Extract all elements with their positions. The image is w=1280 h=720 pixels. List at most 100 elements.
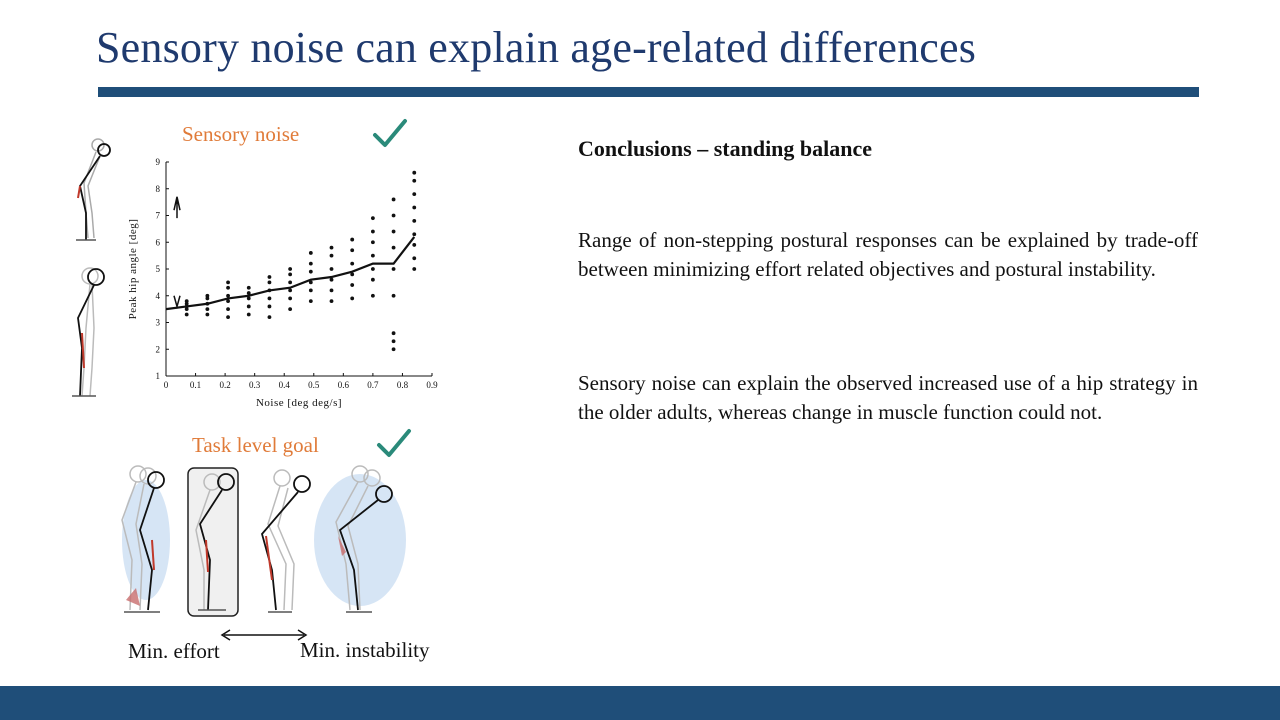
scatter-point bbox=[288, 307, 293, 312]
figure-min-effort bbox=[121, 465, 170, 613]
scatter-point bbox=[412, 218, 417, 223]
figure-intermediate bbox=[261, 469, 311, 613]
scatter-point bbox=[412, 205, 417, 210]
x-tick-label: 0.2 bbox=[219, 380, 230, 390]
scatter-point bbox=[391, 293, 396, 298]
y-tick-label: 3 bbox=[156, 318, 161, 328]
scatter-point bbox=[267, 280, 272, 285]
scatter-point bbox=[350, 283, 355, 287]
y-tick-label: 8 bbox=[156, 184, 161, 194]
scatter-point bbox=[246, 304, 251, 309]
mean-line bbox=[165, 236, 416, 311]
scatter-point bbox=[226, 299, 230, 303]
scatter-point bbox=[329, 267, 334, 271]
task-level-goal-label: Task level goal bbox=[192, 433, 319, 457]
check-icon bbox=[373, 119, 407, 147]
scatter-point bbox=[205, 307, 210, 312]
y-tick-label: 2 bbox=[156, 344, 161, 354]
title-underline-bar bbox=[98, 87, 1199, 97]
scatter-point bbox=[308, 261, 313, 266]
x-tick-label: 0.4 bbox=[279, 380, 291, 390]
conclusions-heading: Conclusions – standing balance bbox=[578, 136, 873, 161]
scatter-point bbox=[412, 267, 417, 271]
min-effort-label: Min. effort bbox=[128, 639, 220, 663]
y-axis-label: Peak hip angle [deg] bbox=[127, 219, 139, 320]
scatter-point bbox=[184, 307, 189, 312]
scatter-point bbox=[184, 301, 189, 306]
scatter-point bbox=[370, 293, 375, 298]
footer-bar bbox=[0, 686, 1280, 720]
x-axis-label: Noise [deg deg/s] bbox=[256, 397, 342, 409]
y-tick-label: 4 bbox=[156, 291, 161, 301]
scatter-point bbox=[267, 296, 272, 301]
y-tick-label: 6 bbox=[156, 237, 161, 247]
scatter-point bbox=[329, 277, 334, 282]
scatter-point bbox=[226, 307, 230, 312]
scatter-point bbox=[329, 288, 334, 293]
scatter-point bbox=[391, 245, 396, 250]
scatter-point bbox=[391, 347, 396, 352]
scatter-point bbox=[370, 216, 375, 221]
scatter-point bbox=[267, 275, 272, 279]
scatter-point bbox=[329, 245, 334, 250]
scatter-point bbox=[350, 261, 355, 266]
x-tick-label: 0.5 bbox=[308, 380, 320, 390]
scatter-point bbox=[288, 272, 293, 277]
scatter-point bbox=[246, 291, 251, 295]
posture-figures-top bbox=[72, 138, 111, 397]
figure-boxed bbox=[187, 467, 239, 617]
y-tick-label: 1 bbox=[156, 371, 161, 381]
scatter-point bbox=[308, 288, 313, 293]
conclusion-paragraph-1: Range of non-stepping postural responses… bbox=[578, 228, 1198, 281]
scatter-point bbox=[308, 269, 313, 274]
scatter-point bbox=[370, 267, 375, 271]
scatter-point bbox=[267, 315, 272, 320]
scatter-point bbox=[308, 280, 313, 285]
scatter-point bbox=[370, 277, 375, 282]
scatter-point bbox=[370, 229, 375, 234]
scatter-point bbox=[226, 285, 230, 290]
scatter-point bbox=[329, 299, 334, 303]
scatter-point bbox=[205, 296, 210, 301]
scatter-point bbox=[184, 299, 189, 303]
y-tick-label: 5 bbox=[156, 264, 161, 274]
scatter-point bbox=[267, 304, 272, 309]
scatter-point bbox=[391, 267, 396, 271]
scatter-point bbox=[350, 296, 355, 301]
scatter-point bbox=[412, 170, 417, 175]
scatter-point bbox=[412, 243, 417, 247]
stick-figure-upper bbox=[83, 138, 111, 239]
scatter-point bbox=[370, 240, 375, 245]
hip-angle-vs-noise-chart: 0 0.1 0.2 0.3 0.4 0.5 0.6 0.7 0.8 0.9 1 2 3 4 5 6 7 8 9 Noi… bbox=[127, 157, 438, 409]
scatter-point bbox=[391, 229, 396, 234]
scatter-point bbox=[226, 280, 230, 285]
x-tick-label: 0.1 bbox=[190, 380, 201, 390]
double-arrow-icon bbox=[220, 629, 308, 641]
scatter-point bbox=[391, 213, 396, 218]
scatter-point bbox=[205, 293, 210, 298]
scatter-point bbox=[308, 251, 313, 255]
scatter-point bbox=[412, 232, 417, 237]
scatter-point bbox=[391, 331, 396, 336]
x-tick-label: 0.9 bbox=[426, 380, 438, 390]
x-tick-label: 0.6 bbox=[338, 380, 350, 390]
scatter-point bbox=[246, 312, 251, 317]
scatter-point bbox=[226, 315, 230, 320]
down-arrow-icon bbox=[173, 295, 181, 310]
scatter-point bbox=[329, 253, 334, 258]
x-tick-label: 0 bbox=[164, 380, 169, 390]
scatter-point bbox=[412, 256, 417, 261]
scatter-point bbox=[370, 253, 375, 258]
scatter-point bbox=[412, 192, 417, 196]
scatter-point bbox=[288, 296, 293, 301]
scatter-point bbox=[246, 296, 251, 301]
scatter-point bbox=[308, 299, 313, 303]
scatter-point bbox=[350, 272, 355, 277]
min-instability-label: Min. instability bbox=[300, 638, 430, 662]
x-tick-label: 0.7 bbox=[367, 380, 379, 390]
scatter-point bbox=[412, 178, 417, 183]
sensory-noise-label: Sensory noise bbox=[182, 122, 300, 146]
scatter-point bbox=[226, 293, 230, 298]
conclusions-panel: Conclusions – standing balance Range of … bbox=[578, 136, 1198, 424]
scatter-point bbox=[288, 267, 293, 271]
